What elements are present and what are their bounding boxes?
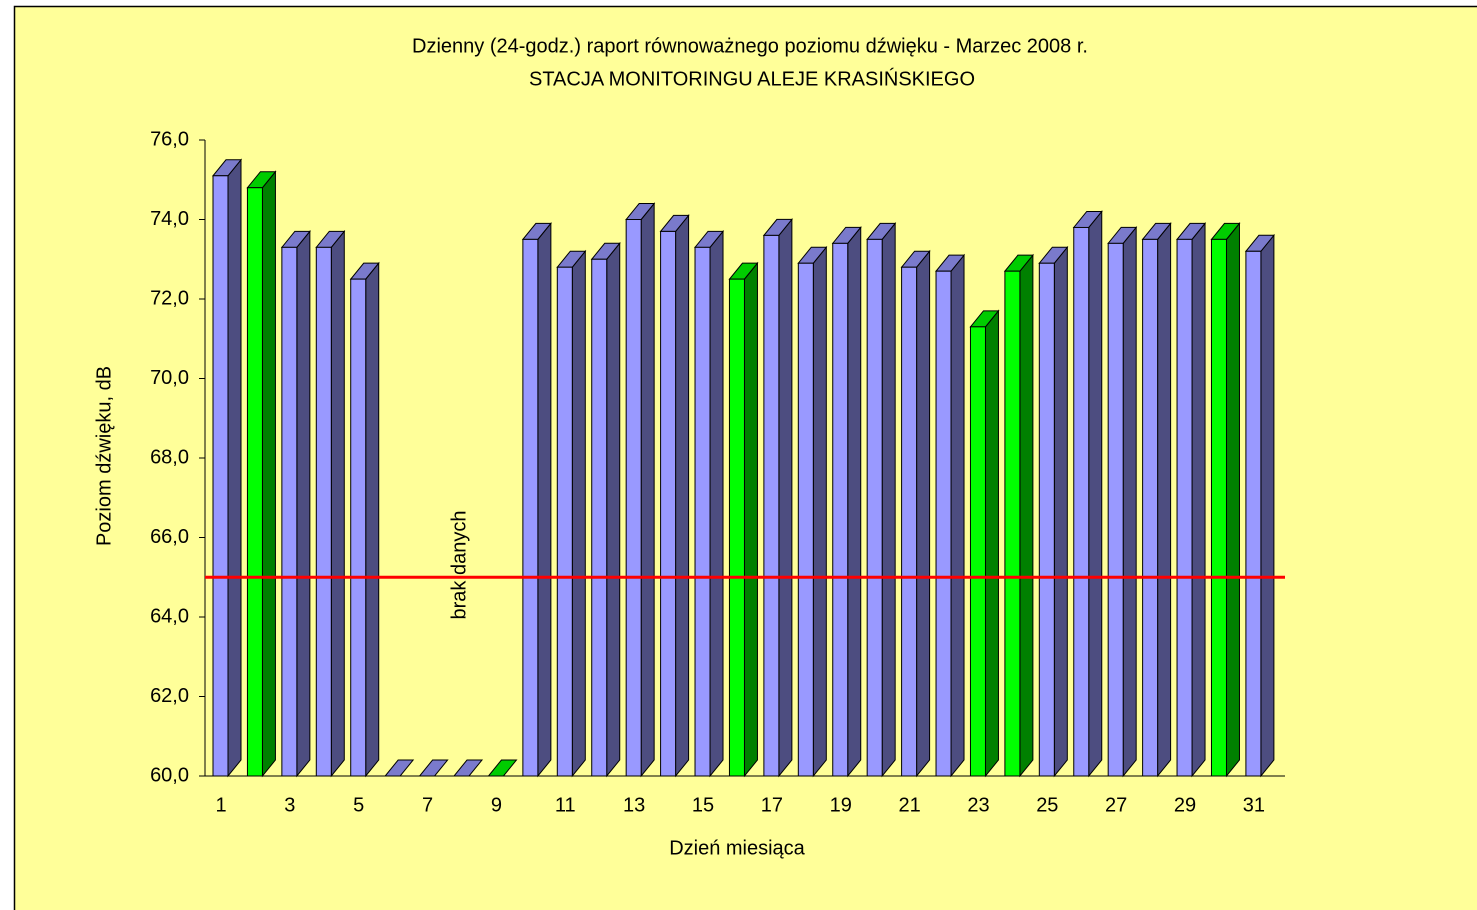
bar <box>591 258 608 777</box>
empty-slab <box>384 759 415 777</box>
y-tick-label: 74,0 <box>150 208 189 230</box>
x-tick-label: 17 <box>761 794 783 816</box>
bar-side <box>1019 253 1034 778</box>
x-tick-label: 25 <box>1036 794 1058 816</box>
bar-side <box>743 261 758 778</box>
bar-side <box>640 202 655 778</box>
bar-side <box>296 229 311 778</box>
y-tick-label: 70,0 <box>150 367 189 389</box>
empty-slab <box>418 759 449 777</box>
bar <box>212 175 229 777</box>
x-tick-label: 27 <box>1105 794 1127 816</box>
bar-side <box>881 221 896 778</box>
bar-side <box>1191 221 1206 778</box>
x-tick-label: 13 <box>623 794 645 816</box>
x-tick-label: 19 <box>830 794 852 816</box>
bar <box>1073 226 1090 777</box>
bar <box>763 234 780 777</box>
bar-side <box>709 229 724 778</box>
bar <box>1142 238 1159 777</box>
bar-side <box>261 170 276 778</box>
bar <box>350 278 367 777</box>
bar <box>694 246 711 777</box>
bar <box>866 238 883 777</box>
bar-side <box>571 249 586 778</box>
bar-side <box>984 309 999 778</box>
bar-side <box>537 221 552 778</box>
x-axis-label: Dzień miesiąca <box>669 837 805 859</box>
x-tick-label: 3 <box>284 794 295 816</box>
bar <box>246 187 263 777</box>
bar <box>625 219 642 777</box>
x-tick-label: 7 <box>422 794 433 816</box>
bar-side <box>916 249 931 778</box>
bar <box>935 270 952 777</box>
chart-subtitle: STACJA MONITORINGU ALEJE KRASIŃSKIEGO <box>529 67 975 90</box>
bar-side <box>675 214 690 778</box>
annotation: brak danych <box>448 511 470 620</box>
x-tick-label: 29 <box>1174 794 1196 816</box>
bar-side <box>778 217 793 778</box>
bar-side <box>1122 225 1137 778</box>
bar <box>832 242 849 777</box>
bar-side <box>1260 233 1275 778</box>
y-axis-label: Poziom dźwięku, dB <box>93 366 115 546</box>
bar <box>797 262 814 777</box>
y-tick-label: 64,0 <box>150 605 189 627</box>
bar <box>1210 238 1227 777</box>
bar <box>1004 270 1021 777</box>
x-tick-label: 31 <box>1243 794 1265 816</box>
bar <box>728 278 745 777</box>
bar <box>969 326 986 777</box>
bar <box>901 266 918 777</box>
bar-side <box>606 241 621 778</box>
bar-side <box>847 225 862 778</box>
x-tick-label: 15 <box>692 794 714 816</box>
y-tick-label: 68,0 <box>150 446 189 468</box>
y-tick-label: 66,0 <box>150 526 189 548</box>
bar <box>1245 250 1262 777</box>
bar-side <box>365 261 380 778</box>
bar-side <box>1157 221 1172 778</box>
bar-side <box>950 253 965 778</box>
empty-slab <box>452 759 484 777</box>
x-tick-label: 21 <box>898 794 920 816</box>
bar <box>522 238 539 777</box>
y-tick-label: 62,0 <box>150 685 189 707</box>
bar <box>1038 262 1055 777</box>
x-tick-label: 1 <box>215 794 226 816</box>
bar <box>281 246 298 777</box>
chart-title: Dzienny (24-godz.) raport równoważnego p… <box>412 35 1088 57</box>
bar <box>556 266 573 777</box>
bar-side <box>1225 221 1240 778</box>
x-tick-label: 23 <box>967 794 989 816</box>
x-tick-label: 9 <box>491 794 502 816</box>
bar-side <box>330 229 345 778</box>
bar-side <box>227 158 242 778</box>
bar-side <box>812 245 827 778</box>
y-tick-label: 76,0 <box>150 128 189 150</box>
bar <box>660 230 677 777</box>
y-tick-label: 72,0 <box>150 287 189 309</box>
x-tick-label: 5 <box>353 794 364 816</box>
bar-side <box>1053 245 1068 778</box>
y-tick-label: 60,0 <box>150 764 189 786</box>
bar <box>315 246 332 777</box>
x-tick-label: 11 <box>555 794 576 816</box>
empty-slab <box>487 759 518 777</box>
bar <box>1107 242 1124 777</box>
bar-side <box>1088 210 1103 778</box>
bar <box>1176 238 1193 777</box>
